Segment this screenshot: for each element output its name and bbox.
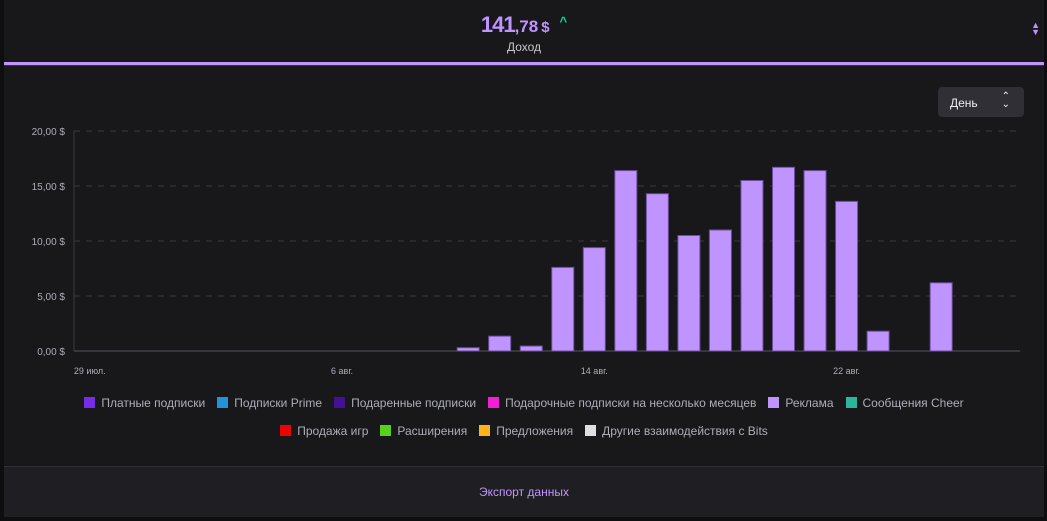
bar	[456, 347, 480, 352]
revenue-amount: 141,78 $ ^	[4, 12, 1044, 38]
legend-item[interactable]: Сообщения Cheer	[845, 396, 964, 410]
legend-swatch	[84, 397, 96, 408]
bar	[740, 180, 764, 352]
chevron-updown-icon: ⌃ ⌄	[1001, 91, 1010, 110]
legend-swatch	[585, 425, 597, 436]
bar	[803, 170, 827, 352]
legend-label: Платные подписки	[101, 396, 206, 410]
caret-up-icon: ^	[559, 14, 568, 29]
legend-item[interactable]: Реклама	[768, 396, 834, 410]
bar	[488, 335, 512, 352]
legend-item[interactable]: Подарочные подписки на несколько месяцев	[488, 396, 756, 410]
bar	[645, 193, 669, 352]
legend-label: Другие взаимодействия с Bits	[602, 424, 768, 438]
y-tick-label: 5,00 $	[37, 292, 65, 303]
period-select-value: День	[950, 96, 978, 110]
legend-swatch	[768, 397, 780, 408]
y-tick-label: 10,00 $	[32, 237, 66, 248]
amount-decimal: ,78	[514, 17, 539, 36]
y-tick-label: 0,00 $	[37, 347, 65, 358]
bar	[519, 345, 543, 352]
bar	[551, 266, 575, 352]
x-tick-label: 29 июл.	[74, 366, 106, 376]
legend-row: Продажа игр Расширения Предложения Другие в…	[4, 424, 1044, 452]
legend-item[interactable]: Предложения	[479, 424, 573, 438]
legend-label: Сообщения Cheer	[862, 396, 964, 410]
sort-icon[interactable]: ▲ ▼	[1031, 20, 1040, 37]
bar	[929, 282, 953, 352]
legend-swatch	[845, 397, 857, 408]
x-tick-label: 22 авг.	[833, 366, 860, 376]
chart-legend: Платные подписки Подписки Prime Подаренные…	[4, 396, 1044, 452]
bar	[835, 200, 859, 352]
bar	[708, 229, 732, 352]
legend-swatch	[217, 397, 229, 408]
legend-label: Продажа игр	[297, 424, 369, 438]
legend-label: Предложения	[496, 424, 574, 438]
export-data-link[interactable]: Экспорт данных	[479, 485, 569, 499]
legend-swatch	[380, 425, 392, 436]
legend-swatch	[488, 397, 500, 408]
legend-label: Подарочные подписки на несколько месяцев	[505, 396, 757, 410]
y-tick-label: 15,00 $	[32, 182, 66, 193]
legend-item[interactable]: Подписки Prime	[217, 396, 322, 410]
legend-item[interactable]: Расширения	[380, 424, 467, 438]
period-select[interactable]: День ⌃ ⌄	[938, 87, 1024, 117]
revenue-panel: 141,78 $ ^ Доход ▲ ▼ День ⌃ ⌄ 0,00 $ 5,00 $ 10…	[4, 0, 1044, 517]
amount-integer: 141	[480, 12, 516, 37]
legend-swatch	[479, 425, 491, 436]
legend-label: Подписки Prime	[234, 396, 323, 410]
revenue-header[interactable]: 141,78 $ ^ Доход ▲ ▼	[4, 0, 1044, 62]
x-tick-label: 6 авг.	[331, 366, 353, 376]
legend-item[interactable]: Подаренные подписки	[334, 396, 476, 410]
bar	[866, 330, 890, 352]
y-tick-label: 20,00 $	[32, 127, 66, 138]
bar	[677, 235, 701, 352]
active-indicator	[4, 62, 1044, 65]
amount-currency: $	[541, 19, 550, 36]
bar	[582, 247, 606, 352]
legend-label: Расширения	[397, 424, 468, 438]
legend-swatch	[334, 397, 346, 408]
legend-item[interactable]: Платные подписки	[84, 396, 205, 410]
divider	[4, 65, 1044, 66]
legend-item[interactable]: Другие взаимодействия с Bits	[585, 424, 768, 438]
bar	[772, 166, 795, 352]
x-tick-label: 14 авг.	[581, 366, 608, 376]
revenue-chart: 0,00 $ 5,00 $ 10,00 $ 15,00 $ 20,00 $ 29 июл.…	[32, 127, 1020, 376]
footer: Экспорт данных	[4, 466, 1044, 517]
legend-label: Подаренные подписки	[351, 396, 477, 410]
legend-item[interactable]: Продажа игр	[280, 424, 368, 438]
bar	[614, 170, 638, 352]
legend-label: Реклама	[785, 396, 834, 410]
legend-swatch	[280, 425, 292, 436]
legend-row: Платные подписки Подписки Prime Подаренные…	[4, 396, 1044, 424]
revenue-label: Доход	[506, 40, 542, 54]
